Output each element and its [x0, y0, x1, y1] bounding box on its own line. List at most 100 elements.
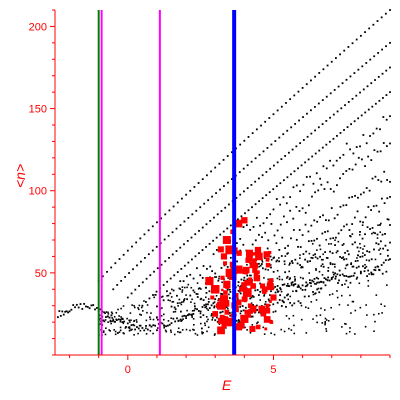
black-point — [286, 294, 288, 297]
black-point — [176, 294, 178, 297]
black-point — [162, 299, 165, 302]
black-point — [389, 91, 391, 94]
black-point — [355, 94, 358, 97]
black-point — [139, 313, 141, 316]
black-point — [179, 310, 182, 313]
black-point — [105, 316, 107, 318]
black-point — [329, 116, 331, 119]
black-point — [295, 205, 298, 208]
black-point — [167, 320, 170, 322]
black-point — [349, 75, 352, 78]
black-point — [274, 310, 277, 313]
red-point — [217, 246, 224, 253]
black-point — [341, 284, 344, 286]
black-point — [373, 248, 375, 251]
black-point — [281, 283, 284, 286]
black-point — [133, 320, 135, 323]
black-point — [382, 97, 384, 99]
red-point — [248, 277, 253, 282]
black-point — [315, 268, 317, 270]
black-point — [357, 265, 360, 268]
black-point — [165, 325, 167, 328]
black-point — [276, 285, 279, 287]
black-point — [64, 310, 67, 313]
black-point — [148, 297, 151, 300]
black-point — [185, 328, 188, 331]
black-point — [372, 23, 375, 26]
black-point — [308, 272, 311, 274]
red-point — [234, 219, 243, 228]
black-point — [164, 329, 167, 332]
black-point — [240, 215, 243, 218]
black-point — [254, 203, 257, 206]
black-point — [354, 260, 357, 262]
black-point — [342, 173, 345, 175]
black-point — [372, 273, 375, 276]
black-point — [177, 330, 179, 333]
black-point — [270, 266, 272, 269]
black-point — [334, 266, 336, 268]
black-point — [356, 257, 358, 259]
black-point — [238, 290, 241, 293]
black-point — [325, 319, 328, 321]
black-point — [193, 302, 196, 305]
black-point — [272, 188, 275, 191]
black-point — [141, 281, 144, 284]
black-point — [161, 295, 164, 298]
black-point — [119, 319, 122, 321]
black-point — [299, 287, 302, 290]
black-point — [194, 255, 197, 258]
black-point — [256, 289, 259, 291]
black-point — [306, 135, 309, 138]
black-point — [279, 223, 282, 226]
black-point — [347, 275, 350, 278]
red-point — [247, 314, 252, 318]
black-point — [203, 304, 206, 307]
black-point — [293, 302, 296, 305]
black-point — [364, 325, 367, 328]
black-point — [378, 249, 380, 251]
black-point — [377, 243, 380, 246]
black-point — [362, 134, 365, 136]
black-point — [374, 232, 376, 235]
black-point — [229, 314, 232, 317]
black-point — [377, 52, 380, 54]
black-point — [369, 228, 371, 230]
black-point — [343, 274, 346, 277]
black-point — [205, 292, 208, 294]
black-point — [389, 195, 391, 198]
black-point — [107, 313, 110, 315]
black-point — [318, 270, 321, 273]
black-point — [229, 224, 232, 227]
black-point — [275, 242, 278, 245]
black-point — [187, 314, 189, 317]
black-point — [345, 275, 348, 277]
black-point — [325, 143, 328, 146]
black-point — [282, 196, 285, 199]
black-point — [256, 322, 258, 325]
black-point — [334, 244, 336, 247]
black-point — [329, 250, 331, 253]
black-point — [333, 263, 336, 266]
black-point — [332, 137, 335, 140]
black-point — [262, 326, 265, 329]
black-point — [321, 322, 324, 324]
black-point — [77, 306, 80, 309]
black-point — [178, 331, 181, 334]
black-point — [261, 197, 264, 200]
black-point — [299, 246, 302, 248]
black-point — [379, 224, 381, 226]
black-point — [286, 283, 289, 285]
black-point — [300, 265, 303, 268]
black-point — [339, 177, 341, 180]
black-point — [239, 292, 242, 295]
black-point — [255, 216, 258, 219]
black-point — [181, 329, 184, 331]
black-point — [334, 239, 336, 241]
black-point — [239, 237, 242, 240]
black-point — [304, 223, 307, 226]
black-point — [345, 78, 348, 81]
black-point — [362, 248, 364, 250]
black-point — [370, 273, 373, 276]
black-point — [272, 257, 275, 260]
